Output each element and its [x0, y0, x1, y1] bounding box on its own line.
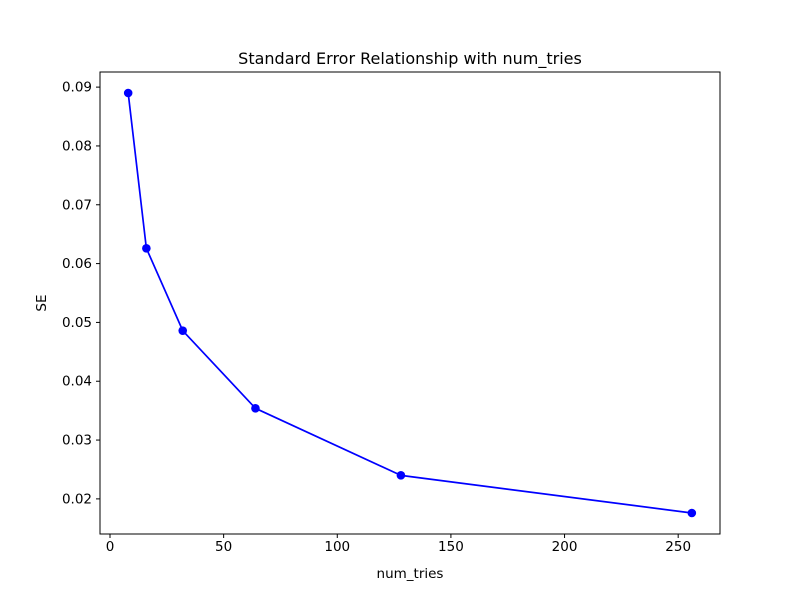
- x-axis-label: num_tries: [377, 566, 444, 582]
- y-tick-label: 0.05: [62, 315, 92, 331]
- x-tick-label: 150: [438, 539, 464, 555]
- data-point-marker: [251, 403, 260, 413]
- x-tick-label: 0: [106, 539, 115, 555]
- plot-area-border: [99, 71, 721, 535]
- x-axis-ticks: 0 50 100 150 200 250: [106, 534, 691, 555]
- y-tick-label: 0.02: [62, 491, 92, 507]
- y-axis-label: SE: [34, 294, 50, 311]
- y-tick-label: 0.07: [62, 197, 92, 213]
- x-tick-label: 250: [665, 539, 691, 555]
- y-tick-label: 0.06: [62, 256, 92, 272]
- chart-title: Standard Error Relationship with num_tri…: [238, 49, 582, 69]
- x-tick-label: 50: [215, 539, 232, 555]
- y-tick-label: 0.04: [62, 374, 92, 390]
- y-tick-label: 0.09: [62, 80, 92, 96]
- data-point-marker: [178, 326, 188, 335]
- y-tick-label: 0.03: [62, 433, 92, 449]
- series-line: [127, 92, 692, 514]
- data-point-marker: [396, 471, 406, 480]
- data-point-marker: [142, 243, 151, 253]
- data-point-marker: [687, 508, 697, 518]
- x-tick-label: 100: [324, 539, 350, 555]
- x-tick-label: 200: [552, 539, 578, 555]
- y-axis-ticks: 0.02 0.03 0.04 0.05 0.06 0.07 0.08 0.09: [62, 80, 100, 507]
- y-tick-label: 0.08: [62, 138, 92, 154]
- line-series: [123, 88, 697, 518]
- data-point-marker: [123, 88, 133, 98]
